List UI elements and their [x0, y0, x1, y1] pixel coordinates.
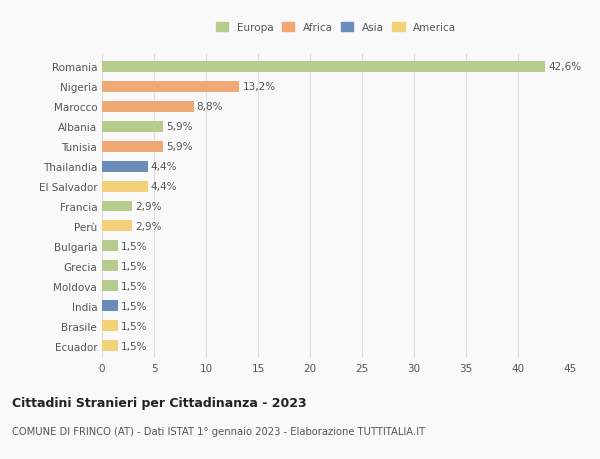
Text: 1,5%: 1,5%: [121, 281, 147, 291]
Text: COMUNE DI FRINCO (AT) - Dati ISTAT 1° gennaio 2023 - Elaborazione TUTTITALIA.IT: COMUNE DI FRINCO (AT) - Dati ISTAT 1° ge…: [12, 426, 425, 436]
Text: 4,4%: 4,4%: [151, 162, 178, 172]
Text: 2,9%: 2,9%: [135, 222, 162, 231]
Bar: [102, 201, 132, 212]
Text: 13,2%: 13,2%: [242, 82, 275, 92]
Legend: Europa, Africa, Asia, America: Europa, Africa, Asia, America: [214, 21, 458, 35]
Text: 1,5%: 1,5%: [121, 261, 147, 271]
Bar: [102, 321, 118, 331]
Text: 1,5%: 1,5%: [121, 341, 147, 351]
Text: Cittadini Stranieri per Cittadinanza - 2023: Cittadini Stranieri per Cittadinanza - 2…: [12, 396, 307, 409]
Text: 5,9%: 5,9%: [166, 122, 193, 132]
Bar: [102, 301, 118, 312]
Text: 1,5%: 1,5%: [121, 321, 147, 331]
Bar: [102, 121, 163, 132]
Bar: [102, 241, 118, 252]
Bar: [102, 181, 148, 192]
Text: 1,5%: 1,5%: [121, 241, 147, 252]
Bar: [102, 281, 118, 292]
Bar: [102, 161, 148, 172]
Bar: [102, 101, 194, 112]
Text: 42,6%: 42,6%: [548, 62, 581, 72]
Bar: [102, 261, 118, 272]
Bar: [102, 141, 163, 152]
Text: 2,9%: 2,9%: [135, 202, 162, 212]
Text: 4,4%: 4,4%: [151, 182, 178, 191]
Bar: [102, 341, 118, 352]
Text: 1,5%: 1,5%: [121, 301, 147, 311]
Text: 8,8%: 8,8%: [197, 102, 223, 112]
Bar: [102, 62, 545, 73]
Bar: [102, 82, 239, 92]
Text: 5,9%: 5,9%: [166, 142, 193, 152]
Bar: [102, 221, 132, 232]
